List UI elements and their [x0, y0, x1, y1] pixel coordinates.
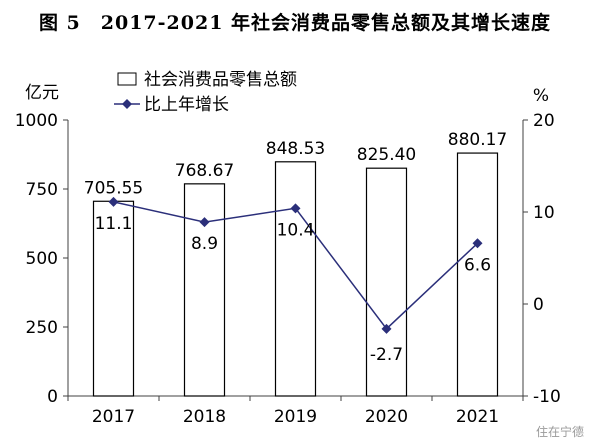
bar [274, 161, 317, 397]
x-tick-label: 2019 [274, 407, 317, 427]
growth-value-label: 10.4 [277, 220, 315, 240]
y-right-tick-label: 10 [533, 203, 555, 223]
legend-label-bar: 社会消费品零售总额 [144, 70, 297, 90]
y-left-unit-label: 亿元 [25, 83, 59, 103]
growth-point-marker [472, 238, 483, 249]
y-left-tick-label: 1000 [15, 111, 58, 131]
x-tick-label: 2017 [92, 407, 135, 427]
axes: 0 250 500 750 1000 -10 0 10 20 2017 2018 2019 2020 20… [15, 83, 561, 427]
bar [92, 200, 135, 397]
y-right-unit-label: % [533, 86, 549, 106]
y-left-tick-label: 500 [26, 249, 58, 269]
watermark-text: 住在宁德 [535, 425, 584, 439]
y-right-tick-label: 20 [533, 111, 555, 131]
bar-series [92, 152, 499, 397]
y-right-tick-label: -10 [533, 387, 561, 407]
legend-swatch-bar [117, 72, 137, 86]
x-tick-label: 2018 [183, 407, 226, 427]
y-left-tick-label: 750 [26, 180, 58, 200]
x-tick-label: 2020 [365, 407, 408, 427]
bar-value-label: 825.40 [357, 145, 416, 165]
bar-value-label: 768.67 [175, 161, 234, 181]
legend-label-line: 比上年增长 [144, 95, 229, 115]
bar [183, 183, 226, 397]
y-right-tick-label: 0 [533, 295, 544, 315]
bar-value-label: 880.17 [448, 130, 507, 150]
bar [456, 152, 499, 397]
bar-value-label: 705.55 [84, 178, 143, 198]
legend-marker-line [122, 99, 132, 109]
growth-point-marker [381, 323, 392, 334]
line-series [108, 196, 483, 334]
x-tick-label: 2021 [456, 407, 499, 427]
y-left-tick-label: 0 [47, 387, 58, 407]
data-labels: 705.55 768.67 848.53 825.40 880.17 11.1 8.9 10.… [84, 130, 507, 365]
growth-point-marker [108, 196, 119, 207]
growth-value-label: 11.1 [95, 214, 133, 234]
growth-value-label: 8.9 [191, 234, 218, 254]
growth-point-marker [199, 217, 210, 228]
growth-point-marker [290, 203, 301, 214]
growth-value-label: 6.6 [464, 255, 491, 275]
bar-value-label: 848.53 [266, 139, 325, 159]
chart-title: 图 5 2017-2021 年社会消费品零售总额及其增长速度 [38, 12, 552, 34]
bar [365, 167, 408, 397]
y-left-tick-label: 250 [26, 318, 58, 338]
growth-value-label: -2.7 [370, 345, 403, 365]
